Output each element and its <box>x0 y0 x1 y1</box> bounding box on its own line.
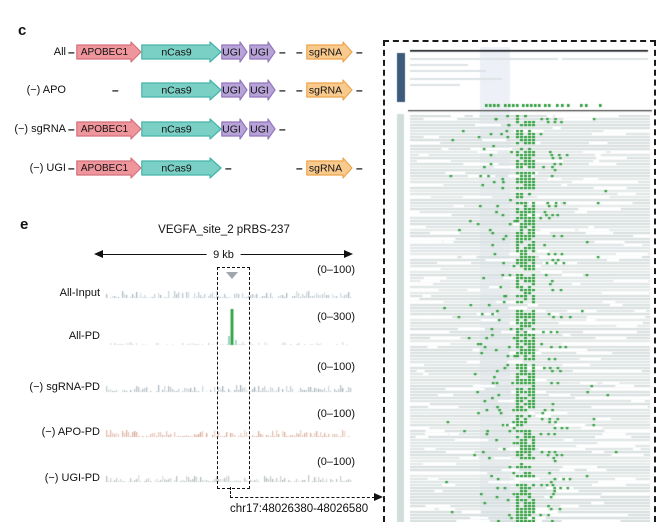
gene-arrow-apobec1: APOBEC1 <box>76 118 142 140</box>
gene-arrow-ugi: UGI <box>221 118 248 140</box>
svg-text:APOBEC1: APOBEC1 <box>81 47 129 58</box>
panel-e-label: e <box>20 216 29 233</box>
linker-dash: – <box>356 45 363 59</box>
svg-text:nCas9: nCas9 <box>161 46 192 58</box>
connector-arrowhead-icon <box>374 493 383 501</box>
connector-vertical <box>230 487 231 498</box>
linker-dash: – <box>296 83 303 97</box>
linker-dash: – <box>279 45 286 59</box>
linker-dash: – <box>296 45 303 59</box>
svg-text:sgRNA: sgRNA <box>309 84 342 96</box>
scale-bar: 9 kb <box>94 249 353 261</box>
track-name-4: (−) UGI-PD <box>44 472 100 484</box>
track-name-0: All-Input <box>59 287 100 299</box>
linker-dash: – <box>68 45 75 59</box>
svg-text:UGI: UGI <box>250 84 269 96</box>
gene-arrow-sgrna: sgRNA <box>306 41 353 63</box>
svg-text:nCas9: nCas9 <box>161 123 192 135</box>
gene-arrow-ugi: UGI <box>221 41 248 63</box>
scale-label: 9 kb <box>206 249 241 261</box>
construct-row-label: (−) sgRNA <box>14 123 66 135</box>
svg-text:APOBEC1: APOBEC1 <box>81 163 129 174</box>
gene-arrow-ugi: UGI <box>249 41 276 63</box>
linker-dash: – <box>225 161 232 175</box>
gene-arrow-sgrna: sgRNA <box>306 157 353 179</box>
linker-dash: – <box>279 122 286 136</box>
target-site-marker-icon <box>226 272 238 279</box>
construct-diagram: All – APOBEC1 nCas9 UGI UGI – – sgRNA – (−) APO – nC… <box>0 0 380 200</box>
track-range-0: (0–100) <box>317 264 355 276</box>
svg-text:sgRNA: sgRNA <box>309 46 342 58</box>
gene-arrow-apobec1: APOBEC1 <box>76 157 142 179</box>
construct-row-label: All <box>53 46 66 58</box>
track-range-2: (0–100) <box>317 361 355 373</box>
svg-text:UGI: UGI <box>250 46 269 58</box>
coverage-tracks-canvas <box>100 260 360 495</box>
gene-arrow-ncas9: nCas9 <box>141 79 222 101</box>
svg-text:sgRNA: sgRNA <box>309 162 342 174</box>
gene-arrow-ncas9: nCas9 <box>141 41 222 63</box>
linker-dash: – <box>356 83 363 97</box>
alignment-panel <box>383 40 656 522</box>
gene-arrow-ugi: UGI <box>249 118 276 140</box>
gene-arrow-ugi: UGI <box>249 79 276 101</box>
linker-dash: – <box>356 161 363 175</box>
svg-text:nCas9: nCas9 <box>161 162 192 174</box>
genomic-coordinates: chr17:48026380-48026580 <box>230 503 369 515</box>
track-name-3: (−) APO-PD <box>41 426 100 438</box>
svg-text:nCas9: nCas9 <box>161 84 192 96</box>
svg-text:UGI: UGI <box>250 123 269 135</box>
track-name-2: (−) sgRNA-PD <box>29 381 100 393</box>
construct-row-label: (−) UGI <box>29 162 66 174</box>
linker-dash: – <box>279 83 286 97</box>
genome-browser-title: VEGFA_site_2 pRBS-237 <box>158 224 290 236</box>
linker-dash: – <box>296 161 303 175</box>
track-range-3: (0–100) <box>317 408 355 420</box>
scale-arrowhead-right-icon <box>344 250 353 258</box>
gene-arrow-ugi: UGI <box>221 79 248 101</box>
track-range-1: (0–300) <box>317 311 355 323</box>
svg-text:UGI: UGI <box>222 46 241 58</box>
gene-arrow-apobec1: APOBEC1 <box>76 41 142 63</box>
svg-text:UGI: UGI <box>222 84 241 96</box>
construct-row-label: (−) APO <box>26 84 66 96</box>
gene-arrow-ncas9: nCas9 <box>141 157 222 179</box>
region-of-interest-box <box>217 267 250 489</box>
panel-c-label: c <box>18 22 27 39</box>
alignment-reads-canvas <box>385 42 654 522</box>
linker-dash: – <box>68 161 75 175</box>
gene-arrow-ncas9: nCas9 <box>141 118 222 140</box>
svg-text:APOBEC1: APOBEC1 <box>81 124 129 135</box>
gene-arrow-sgrna: sgRNA <box>306 79 353 101</box>
track-name-1: All-PD <box>68 330 100 342</box>
scale-arrowhead-left-icon <box>94 250 103 258</box>
linker-dash: – <box>112 83 119 97</box>
linker-dash: – <box>68 122 75 136</box>
track-range-4: (0–100) <box>317 456 355 468</box>
svg-text:UGI: UGI <box>222 123 241 135</box>
connector-horizontal <box>230 497 375 498</box>
